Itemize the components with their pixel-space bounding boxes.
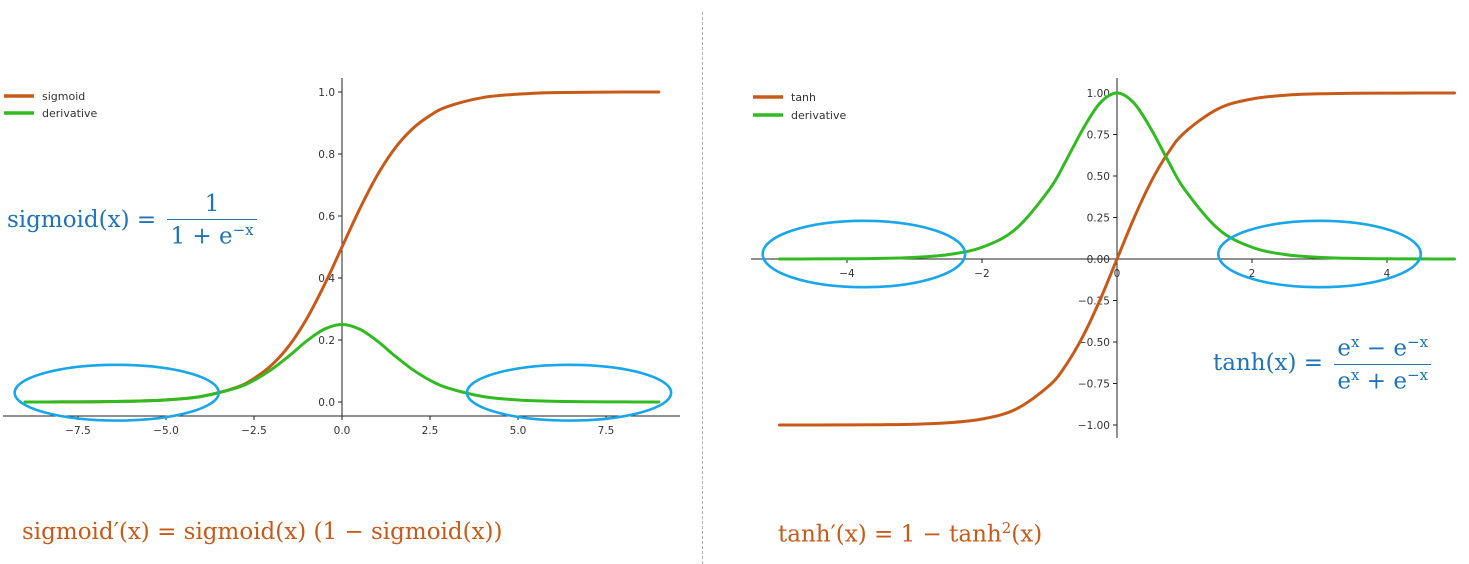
sigmoid-chart-legend-label: derivative: [42, 107, 97, 120]
sigmoid-chart-legend-label: sigmoid: [42, 90, 85, 103]
tanh-fraction: ex − e−x ex + e−x: [1334, 335, 1432, 395]
tanh-derivative-arg: (x): [1011, 521, 1043, 548]
tanh-chart-y-tick-label: 1.00: [1087, 88, 1110, 100]
tanh-chart-x-tick-label: 0: [1114, 268, 1121, 280]
tanh-chart-highlight-ellipse-1: [761, 219, 967, 289]
sigmoid-chart-x-tick-label: 2.5: [422, 425, 439, 437]
tanh-denominator: ex + e−x: [1334, 363, 1432, 395]
sigmoid-chart-y-tick-label: 1.0: [318, 87, 335, 99]
tanh-num-exp2: −x: [1407, 333, 1429, 351]
sigmoid-chart-highlight-ellipse-1: [13, 363, 221, 422]
sigmoid-chart-x-tick-label: −7.5: [65, 425, 91, 437]
tanh-chart-y-tick-label: 0.75: [1087, 130, 1110, 142]
sigmoid-den-exponent: −x: [232, 221, 254, 239]
tanh-chart-highlight-ellipse-2: [1216, 219, 1423, 289]
tanh-chart-x-tick-label: −2: [974, 268, 989, 280]
panel-divider: [702, 12, 703, 564]
sigmoid-numerator: 1: [204, 191, 220, 217]
tanh-formula-lhs: tanh(x) =: [1213, 350, 1324, 377]
tanh-numerator: ex − e−x: [1334, 335, 1431, 364]
tanh-chart-legend-label: tanh: [791, 91, 816, 104]
tanh-chart-series-derivative-line: [778, 91, 1456, 261]
sigmoid-chart-y-tick-label: 0.6: [318, 211, 335, 223]
tanh-den-term2: + e: [1359, 368, 1408, 395]
tanh-chart-y-tick-label: −0.75: [1078, 379, 1110, 391]
sigmoid-derivative-formula: sigmoid′(x) = sigmoid(x) (1 − sigmoid(x)…: [22, 519, 503, 545]
sigmoid-chart-y-tick-label: 0.8: [318, 149, 335, 161]
sigmoid-chart-x-tick-label: 7.5: [598, 425, 615, 437]
sigmoid-chart-x-tick-label: −2.5: [241, 425, 267, 437]
tanh-den-exp1: x: [1351, 365, 1360, 384]
tanh-chart-x-tick-label: 4: [1384, 268, 1391, 280]
sigmoid-denominator: 1 + e−x: [167, 219, 257, 250]
tanh-chart-legend-label: derivative: [791, 109, 846, 122]
sigmoid-chart-y-tick-label: 0.0: [318, 397, 335, 409]
sigmoid-formula-lhs: sigmoid(x) =: [7, 206, 157, 233]
tanh-derivative-main: tanh′(x) = 1 − tanh: [778, 521, 1002, 548]
sigmoid-chart-highlight-ellipse-2: [465, 363, 673, 422]
sigmoid-fraction: 1 1 + e−x: [167, 191, 257, 250]
tanh-chart-y-tick-label: −0.25: [1078, 296, 1110, 308]
sigmoid-chart-x-tick-label: 5.0: [510, 425, 527, 437]
tanh-chart-x-tick-label: −4: [839, 268, 855, 280]
tanh-chart-series-tanh-line: [778, 91, 1456, 427]
sigmoid-chart-y-tick-label: 0.2: [318, 335, 335, 347]
tanh-derivative-formula: tanh′(x) = 1 − tanh2(x): [778, 521, 1042, 547]
tanh-formula: tanh(x) = ex − e−x ex + e−x: [1213, 335, 1432, 395]
sigmoid-formula: sigmoid(x) = 1 1 + e−x: [7, 193, 257, 249]
sigmoid-chart-series-derivative-line: [23, 323, 661, 404]
tanh-chart-y-tick-label: 0.00: [1087, 254, 1110, 266]
tanh-chart-y-tick-label: 0.25: [1087, 213, 1110, 225]
tanh-chart-y-tick-label: 0.50: [1087, 171, 1110, 183]
tanh-chart: −1.00 −0.75 −0.50 −0.25 0.00 0.25 0.50 0.75 1.00…: [751, 78, 1456, 438]
tanh-num-term2: − e: [1359, 335, 1408, 362]
tanh-chart-y-tick-label: −1.00: [1078, 420, 1110, 432]
tanh-chart-x-tick-label: 2: [1249, 268, 1256, 280]
sigmoid-chart-x-tick-label: −5.0: [153, 425, 179, 437]
tanh-den-term1: e: [1337, 368, 1352, 395]
sigmoid-chart: 0.00.20.40.60.81.0−7.5 −5.0 −2.5 0.0 2.5 5.0 7…: [3, 78, 680, 437]
tanh-den-exp2: −x: [1407, 365, 1429, 384]
sigmoid-chart-x-tick-label: 0.0: [334, 425, 351, 437]
sigmoid-den-base: 1 + e: [170, 223, 233, 250]
tanh-num-term1: e: [1337, 335, 1352, 362]
tanh-num-exp1: x: [1351, 333, 1360, 351]
tanh-chart-y-tick-label: −0.50: [1078, 337, 1110, 349]
tanh-derivative-exponent: 2: [1001, 519, 1012, 537]
